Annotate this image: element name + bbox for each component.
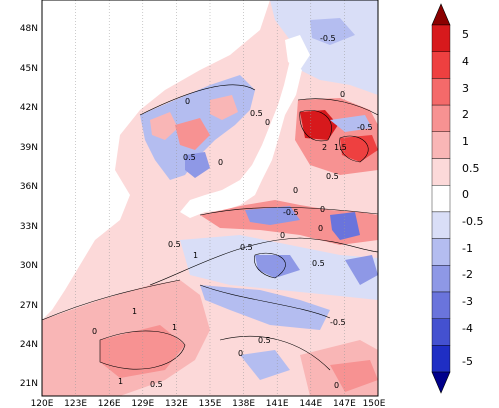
colorbar-segment	[431, 291, 451, 319]
contour-lines	[42, 84, 378, 371]
colorbar-segment	[431, 51, 451, 79]
lon-tick-label: 120E	[31, 399, 54, 408]
lat-tick-label: 36N	[20, 182, 38, 192]
contour-label: 0	[265, 118, 270, 127]
colorbar-bottom-arrow	[431, 371, 451, 394]
contour-label: 1.5	[334, 143, 347, 152]
contour-label: 0.5	[250, 109, 263, 118]
contour-label: 0.5	[258, 336, 271, 345]
contour-label: 0	[293, 186, 298, 195]
contour-label: -0.5	[283, 208, 299, 217]
contour-label: 0	[320, 205, 325, 214]
colorbar-segment	[431, 24, 451, 52]
contour-label: -0.5	[357, 123, 373, 132]
contour-label: 0	[340, 90, 345, 99]
lon-tick-label: 129E	[131, 399, 154, 408]
colorbar-label: 3	[462, 82, 469, 95]
lat-tick-label: 45N	[20, 64, 38, 74]
lat-tick-label: 42N	[20, 103, 38, 113]
contour-label: 0.5	[240, 243, 253, 252]
colorbar-label: 5	[462, 28, 469, 41]
lat-axis: 48N 45N 42N 39N 36N 33N 30N 27N 24N 21N	[20, 24, 38, 389]
lat-tick-label: 24N	[20, 340, 38, 350]
colorbar: 5 4 3 2 1 0.5 0 -0.5 -1 -2 -3 -4 -5	[431, 3, 483, 394]
colorbar-label: -3	[462, 295, 473, 308]
contour-label: -0.5	[320, 34, 336, 43]
contour-label: 1	[193, 251, 198, 260]
contour-label: 1	[118, 377, 123, 386]
colorbar-segment	[431, 238, 451, 266]
colorbar-label: 4	[462, 55, 469, 68]
contour-label: -0.5	[330, 318, 346, 327]
contour-label: 0	[218, 158, 223, 167]
lon-tick-label: 135E	[199, 399, 222, 408]
contour-label: 2	[322, 143, 327, 152]
colorbar-segment	[431, 211, 451, 239]
lon-tick-label: 126E	[98, 399, 121, 408]
plot-frame	[41, 0, 379, 397]
colorbar-label: -5	[462, 355, 473, 368]
gridlines	[75, 0, 345, 396]
colorbar-label: -1	[462, 242, 473, 255]
lon-tick-label: 141E	[266, 399, 289, 408]
lat-tick-label: 21N	[20, 379, 38, 389]
contour-label: 0.5	[312, 259, 325, 268]
colorbar-segment	[431, 345, 451, 373]
lon-tick-label: 132E	[165, 399, 188, 408]
lon-tick-label: 123E	[64, 399, 87, 408]
colorbar-segment	[431, 184, 451, 213]
lat-tick-label: 39N	[20, 143, 38, 153]
lon-tick-label: 147E	[333, 399, 356, 408]
contour-label: 0.5	[183, 153, 196, 162]
contour-label: 0	[185, 97, 190, 106]
lat-tick-label: 30N	[20, 261, 38, 271]
contour-label: 0	[280, 231, 285, 240]
contour-label: 0	[318, 224, 323, 233]
colorbar-label: 0.5	[462, 162, 480, 175]
contour-label: 1	[132, 307, 137, 316]
colorbar-segment	[431, 158, 451, 186]
contour-label: 0	[334, 381, 339, 390]
lon-tick-label: 138E	[232, 399, 255, 408]
colorbar-label: 2	[462, 108, 469, 121]
colorbar-segment	[431, 78, 451, 106]
lon-tick-label: 150E	[363, 399, 386, 408]
colorbar-segment	[431, 318, 451, 346]
lat-tick-label: 48N	[20, 24, 38, 34]
colorbar-label: -2	[462, 268, 473, 281]
contour-label: 0	[92, 327, 97, 336]
lon-axis: 120E 123E 126E 129E 132E 135E 138E 141E …	[31, 399, 386, 408]
colorbar-label: 0	[462, 188, 469, 201]
contour-label: 0.5	[326, 172, 339, 181]
contour-label: 1	[172, 323, 177, 332]
lat-tick-label: 33N	[20, 222, 38, 232]
contour-label: 0.5	[168, 240, 181, 249]
colorbar-segment	[431, 131, 451, 159]
colorbar-segment	[431, 104, 451, 132]
colorbar-top-arrow	[431, 3, 451, 26]
contour-label: 0	[238, 349, 243, 358]
lat-tick-label: 27N	[20, 301, 38, 311]
colorbar-label: -4	[462, 322, 473, 335]
colorbar-segment	[431, 265, 451, 293]
contour-label: 0.5	[150, 380, 163, 389]
colorbar-label: 1	[462, 135, 469, 148]
lon-tick-label: 144E	[299, 399, 322, 408]
colorbar-label: -0.5	[462, 215, 483, 228]
contour-value-labels: -0.5 0 0.5 0 0 0.5 0 -0.5 2 1.5 0.5 0 -0…	[92, 34, 373, 390]
